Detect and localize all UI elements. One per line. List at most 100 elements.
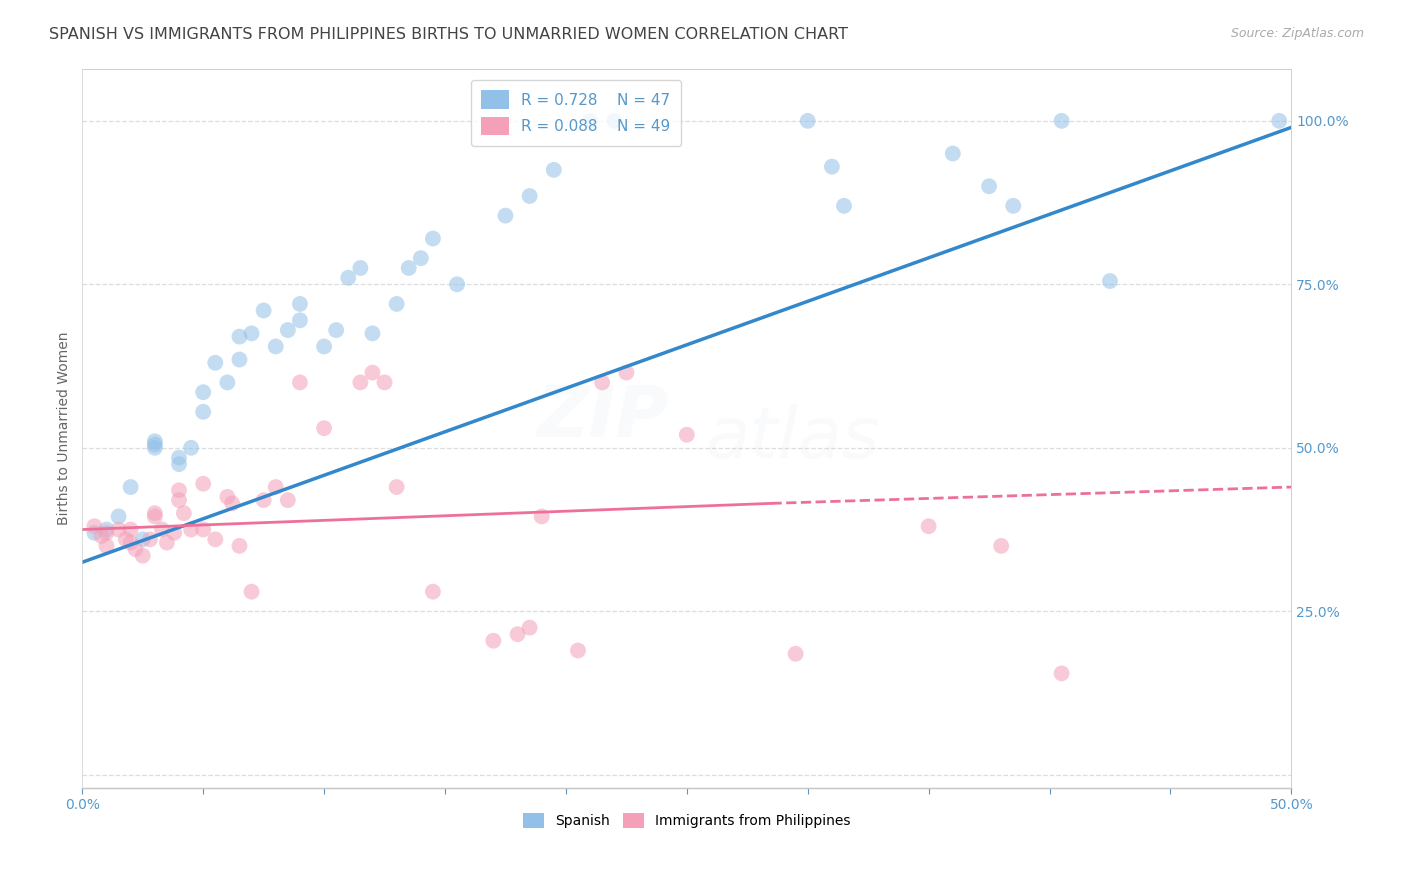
Point [217, 490, 239, 504]
Point [240, 584, 263, 599]
Point [228, 539, 250, 553]
Point [917, 519, 939, 533]
Point [83, 525, 105, 540]
Point [167, 483, 190, 498]
Point [173, 506, 195, 520]
Point [579, 113, 602, 128]
Point [217, 376, 239, 390]
Point [591, 376, 613, 390]
Text: atlas: atlas [704, 404, 880, 474]
Point [167, 457, 190, 471]
Point [120, 480, 142, 494]
Point [180, 441, 202, 455]
Text: Source: ZipAtlas.com: Source: ZipAtlas.com [1230, 27, 1364, 40]
Point [96, 523, 118, 537]
Point [96, 539, 118, 553]
Point [1050, 666, 1073, 681]
Point [398, 260, 420, 275]
Point [277, 323, 299, 337]
Point [675, 427, 697, 442]
Point [114, 533, 136, 547]
Point [193, 476, 215, 491]
Point [361, 366, 384, 380]
Point [821, 160, 844, 174]
Point [264, 480, 287, 494]
Point [796, 113, 818, 128]
Point [337, 270, 360, 285]
Point [124, 542, 146, 557]
Point [143, 506, 166, 520]
Point [1002, 199, 1025, 213]
Point [494, 209, 516, 223]
Point [314, 421, 336, 435]
Point [167, 493, 190, 508]
Point [446, 277, 468, 292]
Point [288, 313, 311, 327]
Point [90, 529, 112, 543]
Point [977, 179, 1000, 194]
Point [163, 525, 186, 540]
Point [422, 231, 444, 245]
Point [482, 633, 505, 648]
Point [180, 523, 202, 537]
Point [107, 523, 129, 537]
Point [143, 437, 166, 451]
Point [832, 199, 855, 213]
Point [204, 356, 226, 370]
Point [288, 376, 311, 390]
Point [240, 326, 263, 341]
Point [143, 441, 166, 455]
Point [567, 643, 589, 657]
Point [614, 366, 637, 380]
Point [385, 297, 408, 311]
Text: ZIP: ZIP [537, 383, 669, 452]
Point [107, 509, 129, 524]
Legend: Spanish, Immigrants from Philippines: Spanish, Immigrants from Philippines [516, 805, 858, 835]
Point [288, 297, 311, 311]
Point [530, 509, 553, 524]
Y-axis label: Births to Unmarried Women: Births to Unmarried Women [58, 332, 72, 524]
Point [193, 523, 215, 537]
Point [374, 376, 396, 390]
Point [325, 323, 347, 337]
Point [1050, 113, 1073, 128]
Point [228, 329, 250, 343]
Point [519, 621, 541, 635]
Point [132, 549, 155, 563]
Point [990, 539, 1012, 553]
Point [314, 339, 336, 353]
Point [519, 189, 541, 203]
Point [139, 533, 162, 547]
Point [349, 260, 371, 275]
Point [361, 326, 384, 341]
Point [83, 519, 105, 533]
Point [543, 162, 565, 177]
Point [409, 251, 432, 265]
Point [942, 146, 965, 161]
Point [253, 303, 276, 318]
Point [785, 647, 807, 661]
Point [349, 376, 371, 390]
Point [277, 493, 299, 508]
Point [167, 450, 190, 465]
Point [120, 535, 142, 549]
Point [385, 480, 408, 494]
Point [193, 405, 215, 419]
Point [422, 584, 444, 599]
Text: SPANISH VS IMMIGRANTS FROM PHILIPPINES BIRTHS TO UNMARRIED WOMEN CORRELATION CHA: SPANISH VS IMMIGRANTS FROM PHILIPPINES B… [49, 27, 848, 42]
Point [150, 523, 173, 537]
Point [143, 434, 166, 449]
Point [1268, 113, 1291, 128]
Point [193, 385, 215, 400]
Point [120, 523, 142, 537]
Point [264, 339, 287, 353]
Point [1098, 274, 1121, 288]
Point [506, 627, 529, 641]
Point [253, 493, 276, 508]
Point [96, 525, 118, 540]
Point [204, 533, 226, 547]
Point [156, 535, 179, 549]
Point [603, 113, 626, 128]
Point [221, 496, 243, 510]
Point [228, 352, 250, 367]
